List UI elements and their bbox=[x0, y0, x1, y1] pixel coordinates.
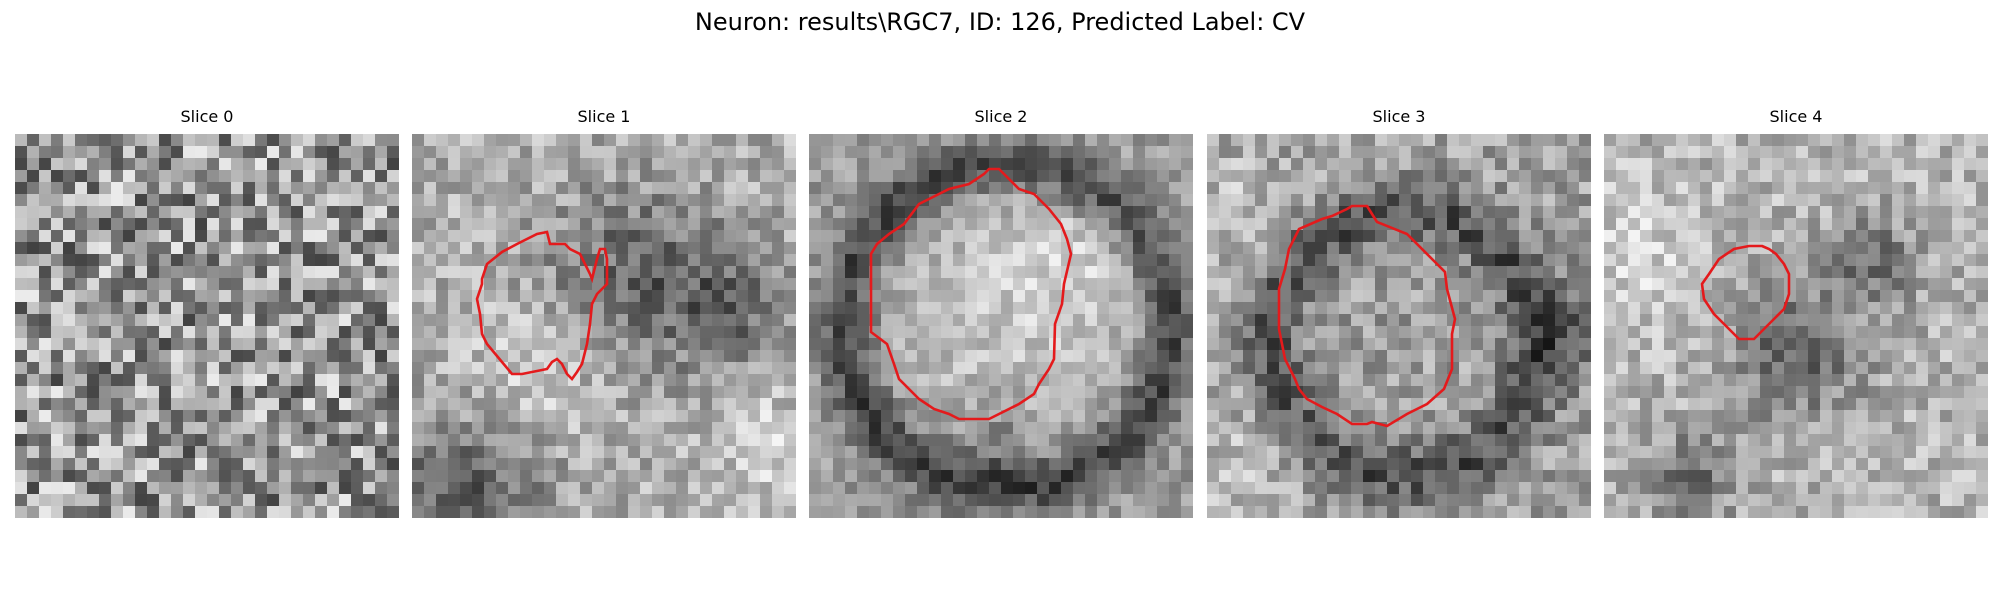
roi-outline-1 bbox=[475, 230, 609, 382]
slice-title-2: Slice 2 bbox=[974, 107, 1028, 126]
roi-outline-2 bbox=[869, 167, 1073, 421]
slice-image-0 bbox=[15, 134, 399, 518]
slice-title-1: Slice 1 bbox=[577, 107, 631, 126]
slice-image-2 bbox=[809, 134, 1193, 518]
slice-panel-4: Slice 4 bbox=[1604, 105, 1988, 525]
slice-image-3 bbox=[1207, 134, 1591, 518]
roi-outline-4 bbox=[1700, 244, 1791, 341]
figure-title: Neuron: results\RGC7, ID: 126, Predicted… bbox=[694, 8, 1306, 36]
slice-panel-2: Slice 2 bbox=[809, 105, 1193, 525]
slice-panel-0: Slice 0 bbox=[15, 105, 399, 525]
slice-title-4: Slice 4 bbox=[1769, 107, 1823, 126]
roi-outline-3 bbox=[1277, 204, 1457, 428]
slice-panel-3: Slice 3 bbox=[1207, 105, 1591, 525]
slice-image-1 bbox=[412, 134, 796, 518]
slice-panel-1: Slice 1 bbox=[412, 105, 796, 525]
slice-title-0: Slice 0 bbox=[180, 107, 234, 126]
slice-image-4 bbox=[1604, 134, 1988, 518]
slice-title-3: Slice 3 bbox=[1372, 107, 1426, 126]
